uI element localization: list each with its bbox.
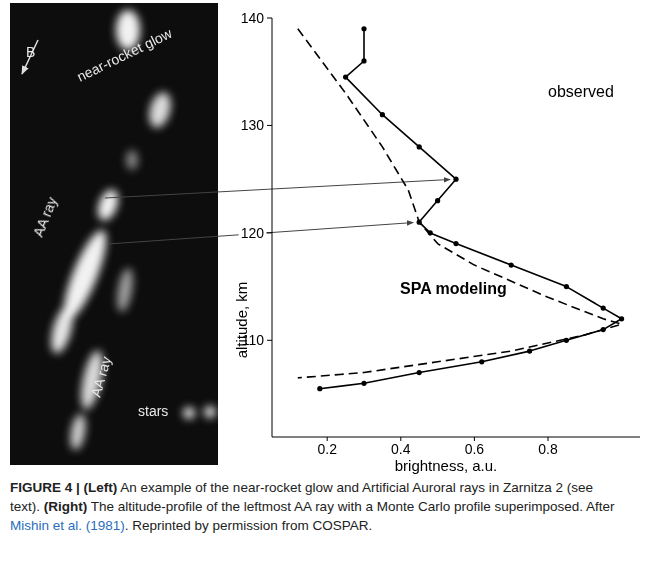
glow-blob [126, 150, 138, 170]
caption: FIGURE 4 | (Left) An example of the near… [10, 478, 625, 535]
series-marker [479, 359, 484, 364]
glow-blob [47, 304, 77, 355]
pointer-arrows [105, 179, 450, 244]
photo-panel: Bnear-rocket glow AA ray AA ray stars [10, 3, 218, 465]
series-line [320, 29, 622, 389]
x-axis-title: brightness, a.u. [395, 457, 498, 474]
glow-blob [146, 90, 175, 130]
glow-blob [94, 187, 122, 223]
series-marker [361, 381, 366, 386]
pointer-arrow [105, 179, 450, 198]
ticks: 1101201301400.20.40.60.8 [239, 9, 558, 457]
x-tick-label: 0.4 [391, 441, 411, 457]
series-marker [509, 263, 514, 268]
photo-label: B [26, 44, 35, 60]
series-marker [380, 112, 385, 117]
series-marker [453, 177, 458, 182]
series-marker [564, 338, 569, 343]
data-marks [298, 26, 624, 391]
b-field-arrow [22, 40, 38, 74]
series-marker [527, 348, 532, 353]
x-tick-label: 0.2 [317, 441, 337, 457]
series-marker [417, 370, 422, 375]
y-tick [267, 125, 272, 126]
y-tick-label: 130 [241, 117, 265, 133]
glow-blob [204, 406, 216, 418]
y-tick [267, 18, 272, 19]
label-patch [239, 9, 267, 27]
photo-ground [10, 3, 218, 465]
y-tick-label: 140 [241, 10, 265, 26]
caption-text: (Right) [44, 499, 87, 514]
caption-text: . Reprinted by permission from COSPAR. [125, 518, 372, 533]
caption-text: The altitude-profile of the leftmost AA … [87, 499, 614, 514]
figure: Bnear-rocket glowAA rayAA raystars110120… [0, 0, 654, 475]
y-tick [267, 232, 272, 233]
series-marker [564, 284, 569, 289]
x-tick-label: 0.6 [465, 441, 485, 457]
photo-label: AA ray [30, 195, 60, 239]
photo-label: AA ray [88, 355, 115, 399]
series-marker [417, 144, 422, 149]
glow-blob [183, 407, 195, 419]
glow-blobs [47, 10, 216, 451]
y-axis [272, 18, 273, 437]
caption-text: (Left) [84, 480, 118, 495]
x-tick-label: 0.8 [538, 441, 558, 457]
glow-blob [114, 267, 135, 313]
y-axis-title: altitude, km [233, 282, 250, 359]
series-marker [601, 305, 606, 310]
series-marker [453, 241, 458, 246]
y-tick-label: 120 [241, 225, 265, 241]
series-marker [317, 386, 322, 391]
series-marker [619, 316, 624, 321]
glow-blob [68, 413, 88, 451]
caption-text: FIGURE 4 | [10, 480, 84, 495]
series-marker [343, 74, 348, 79]
citation-link[interactable]: Mishin et al. (1981) [10, 518, 125, 533]
series-name: observed [548, 83, 614, 100]
photo-label: stars [138, 403, 168, 419]
series-marker [361, 58, 366, 63]
series-marker [435, 198, 440, 203]
series-name: SPA modeling [400, 280, 507, 297]
photo-label: near-rocket glow [74, 25, 175, 85]
pointer-arrow [108, 223, 413, 244]
chart: 1101201301400.20.40.60.8brightness, a.u.… [105, 9, 640, 474]
label-patch [239, 116, 267, 134]
series-line [298, 29, 622, 378]
series-marker [361, 26, 366, 31]
label-patch [239, 224, 267, 242]
y-tick [267, 340, 272, 341]
